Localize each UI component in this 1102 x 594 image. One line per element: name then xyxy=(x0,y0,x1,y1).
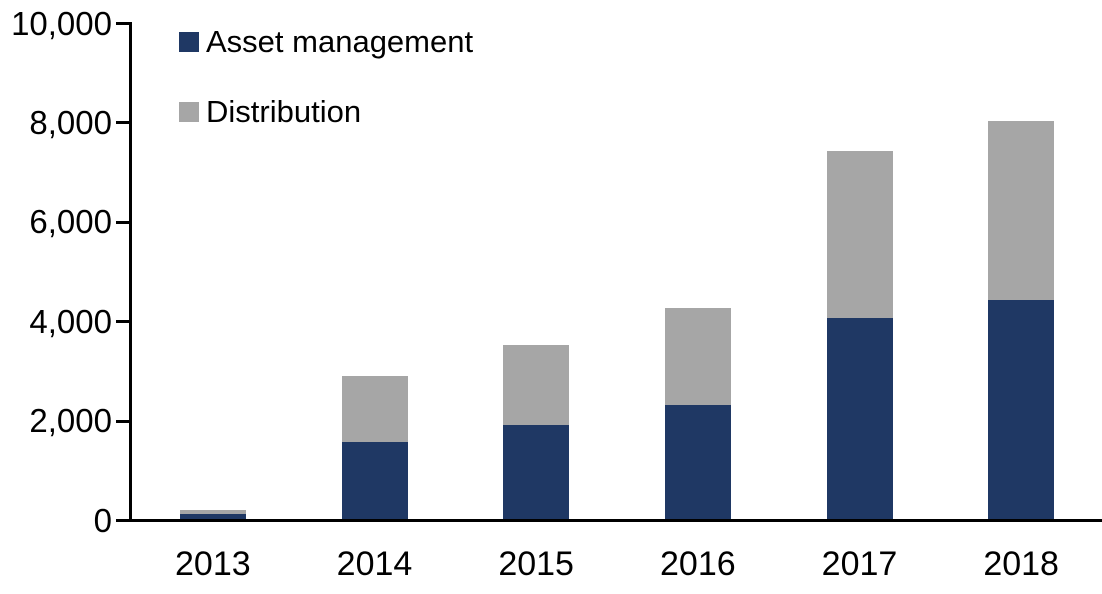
y-tick-label: 2,000 xyxy=(29,402,112,440)
bar-segment-distribution-2013 xyxy=(179,510,246,515)
legend-label-asset-management: Asset management xyxy=(206,24,474,59)
y-tick xyxy=(116,22,129,25)
bar-segment-asset-management-2016 xyxy=(664,404,731,519)
y-tick-label: 6,000 xyxy=(29,203,112,241)
legend-label-distribution: Distribution xyxy=(206,94,362,129)
legend-item-distribution: Distribution xyxy=(179,94,362,129)
bar-segment-distribution-2017 xyxy=(826,151,893,318)
y-tick-label: 0 xyxy=(93,501,112,539)
y-tick xyxy=(116,419,129,423)
y-tick-label: 8,000 xyxy=(29,103,112,141)
y-tick-label: 10,000 xyxy=(11,4,112,42)
y-tick xyxy=(116,121,129,125)
x-tick-label-2017: 2017 xyxy=(821,545,898,583)
bar-segment-asset-management-2017 xyxy=(826,317,893,519)
x-tick-label-2015: 2015 xyxy=(498,545,574,583)
x-tick-label-2014: 2014 xyxy=(336,545,413,583)
x-tick-label-2018: 2018 xyxy=(983,545,1059,583)
x-tick-label-2013: 2013 xyxy=(175,545,251,583)
bar-segment-distribution-2015 xyxy=(503,345,570,426)
legend-swatch-asset-management-icon xyxy=(179,32,199,52)
bar-segment-distribution-2014 xyxy=(341,376,408,442)
legend-item-asset-management: Asset management xyxy=(179,24,474,59)
x-axis-line xyxy=(116,519,1102,522)
x-tick-label-2016: 2016 xyxy=(660,545,736,583)
bar-segment-asset-management-2014 xyxy=(341,441,408,519)
bar-segment-asset-management-2018 xyxy=(988,300,1055,519)
bar-segment-asset-management-2013 xyxy=(179,514,246,519)
y-tick xyxy=(116,320,129,324)
legend-swatch-distribution-icon xyxy=(179,102,199,122)
bar-segment-distribution-2018 xyxy=(988,121,1055,301)
y-tick-label: 4,000 xyxy=(29,302,112,340)
bar-segment-distribution-2016 xyxy=(664,307,731,405)
bar-segment-asset-management-2015 xyxy=(503,425,570,519)
y-tick xyxy=(116,220,129,224)
y-axis-line xyxy=(129,22,132,522)
